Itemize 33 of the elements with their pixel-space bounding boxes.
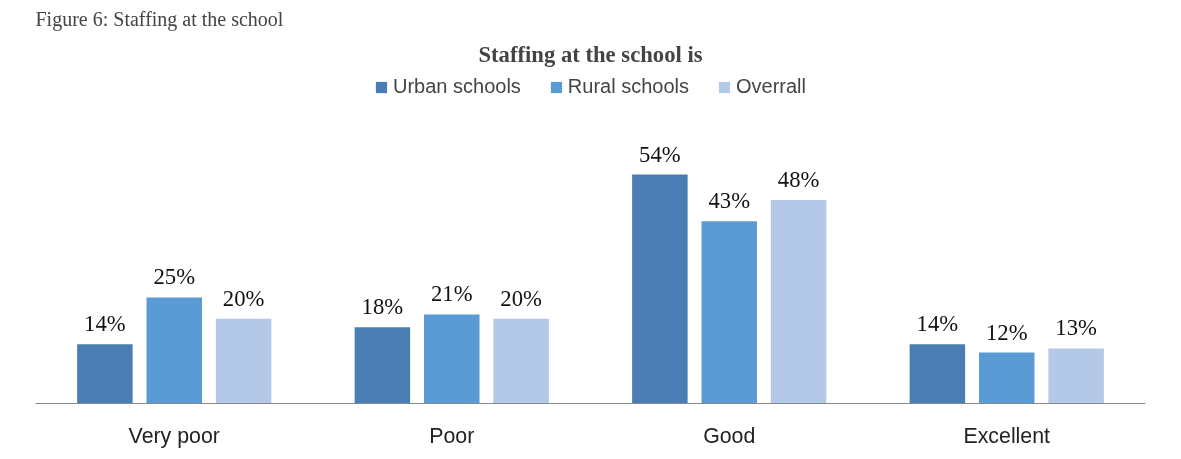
- data-label: 18%: [361, 294, 404, 320]
- bar: [632, 174, 688, 404]
- x-tick-label: Good: [703, 423, 756, 448]
- data-label: 14%: [916, 311, 959, 337]
- legend-label: Overrall: [736, 75, 807, 98]
- x-tick-label: Very poor: [128, 423, 220, 448]
- bar: [215, 318, 272, 404]
- legend-label: Rural schools: [567, 75, 689, 98]
- x-tick-label: Excellent: [963, 423, 1051, 448]
- legend-label: Urban schools: [392, 75, 521, 98]
- data-label: 20%: [500, 285, 543, 311]
- data-label: 12%: [985, 319, 1028, 345]
- bar: [701, 221, 757, 404]
- data-label: 21%: [430, 281, 473, 307]
- bar: [424, 314, 480, 404]
- bar: [770, 199, 827, 404]
- caption: Figure 6: Staffing at the school: [35, 7, 284, 31]
- data-label: 14%: [84, 311, 126, 337]
- chart-title: Staffing at the school is: [478, 41, 703, 67]
- bar: [354, 327, 411, 404]
- bar: [493, 318, 549, 404]
- data-label: 48%: [777, 166, 820, 192]
- bar: [909, 344, 966, 404]
- bar: [77, 344, 133, 404]
- data-label: 13%: [1055, 315, 1098, 341]
- bar: [1048, 348, 1104, 404]
- x-tick-label: Poor: [429, 423, 475, 448]
- data-label: 54%: [639, 141, 681, 167]
- data-label: 25%: [153, 264, 196, 290]
- bar: [146, 297, 202, 404]
- data-label: 20%: [222, 285, 265, 311]
- bar: [979, 352, 1035, 404]
- data-label: 43%: [708, 188, 751, 214]
